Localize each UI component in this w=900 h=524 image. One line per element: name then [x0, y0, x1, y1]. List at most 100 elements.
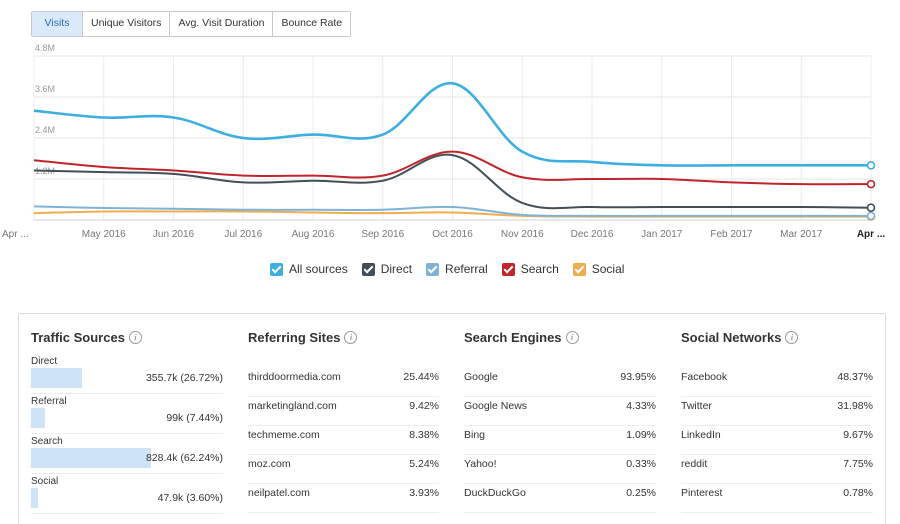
legend-label: Referral	[445, 262, 488, 276]
network-share: 9.67%	[843, 429, 873, 441]
tab-avg-visit-duration[interactable]: Avg. Visit Duration	[170, 12, 274, 36]
legend-social[interactable]: Social	[572, 262, 625, 276]
referring-sites-list: thirddoormedia.com 25.44% marketingland.c…	[248, 368, 439, 513]
legend-referral[interactable]: Referral	[426, 262, 488, 276]
traffic-source-label: Referral	[31, 396, 67, 407]
traffic-source-label: Social	[31, 476, 59, 487]
legend-search[interactable]: Search	[501, 262, 559, 276]
list-item[interactable]: Google 93.95%	[464, 368, 656, 397]
list-item[interactable]: Bing 1.09%	[464, 426, 656, 455]
traffic-source-item: Search 828.4k (62.24%)	[31, 434, 223, 474]
x-tick-label: Oct 2016	[432, 229, 473, 240]
legend-label: All sources	[289, 262, 348, 276]
series-endpoint	[866, 211, 876, 221]
legend-label: Search	[520, 262, 559, 276]
series-endpoint	[866, 161, 876, 170]
x-tick-label: Apr ...	[2, 229, 29, 240]
engine-name: Bing	[464, 429, 486, 441]
legend-direct[interactable]: Direct	[361, 262, 412, 276]
site-name: marketingland.com	[248, 400, 337, 412]
list-item[interactable]: Google News 4.33%	[464, 397, 656, 426]
tab-bounce-rate[interactable]: Bounce Rate	[273, 12, 351, 36]
search-engines-list: Google 93.95% Google News 4.33% Bing 1.09% …	[464, 368, 656, 513]
social-networks-list: Facebook 48.37% Twitter 31.98% LinkedIn 9.6…	[681, 368, 873, 513]
x-tick-label: Aug 2016	[292, 229, 335, 240]
list-item[interactable]: Twitter 31.98%	[681, 397, 873, 426]
list-item[interactable]: DuckDuckGo 0.25%	[464, 484, 656, 513]
traffic-sources-list: Direct 355.7k (26.72%) Referral 99k (7.4…	[31, 354, 223, 514]
list-item[interactable]: marketingland.com 9.42%	[248, 397, 439, 426]
list-item[interactable]: LinkedIn 9.67%	[681, 426, 873, 455]
x-tick-label: Dec 2016	[571, 229, 614, 240]
site-share: 25.44%	[403, 371, 439, 383]
engine-name: Yahoo!	[464, 458, 497, 470]
engine-name: Google News	[464, 400, 528, 412]
list-item[interactable]: Facebook 48.37%	[681, 368, 873, 397]
list-item[interactable]: moz.com 5.24%	[248, 455, 439, 484]
legend-label: Social	[591, 262, 625, 276]
list-item[interactable]: thirddoormedia.com 25.44%	[248, 368, 439, 397]
tab-unique-visitors[interactable]: Unique Visitors	[83, 12, 171, 36]
engine-share: 0.25%	[626, 487, 656, 499]
engine-share: 4.33%	[626, 400, 656, 412]
site-name: moz.com	[248, 458, 291, 470]
section-title-text: Social Networks	[681, 330, 782, 345]
tab-visits[interactable]: Visits	[32, 12, 83, 36]
info-icon[interactable]: i	[785, 331, 799, 344]
x-tick-label: Jan 2017	[641, 229, 683, 240]
x-tick-label: Jun 2016	[153, 229, 195, 240]
y-tick-label: 3.6M	[35, 84, 55, 94]
traffic-source-bar	[31, 368, 83, 388]
section-title-text: Traffic Sources	[31, 330, 125, 345]
traffic-sources-title: Traffic Sources i	[31, 330, 142, 345]
info-icon[interactable]: i	[565, 331, 579, 344]
x-tick-label: Mar 2017	[780, 229, 823, 240]
network-name: Pinterest	[681, 487, 723, 499]
engine-share: 1.09%	[626, 429, 656, 441]
info-icon[interactable]: i	[344, 331, 358, 344]
series-line-all-sources	[33, 82, 871, 167]
network-name: Twitter	[681, 400, 712, 412]
series-line-direct	[33, 153, 872, 210]
list-item[interactable]: Pinterest 0.78%	[681, 484, 873, 513]
engine-name: Google	[464, 371, 498, 383]
checkbox-icon	[572, 262, 586, 276]
list-item[interactable]: neilpatel.com 3.93%	[248, 484, 439, 513]
info-icon[interactable]: i	[128, 331, 142, 344]
checkbox-icon	[426, 262, 440, 276]
traffic-source-item: Direct 355.7k (26.72%)	[31, 354, 223, 394]
referring-sites-title: Referring Sites i	[248, 330, 358, 345]
traffic-source-value: 355.7k (26.72%)	[145, 372, 223, 384]
stats-panel: Traffic Sources i Direct 355.7k (26.72%)…	[18, 313, 886, 524]
traffic-source-item: Referral 99k (7.44%)	[31, 394, 223, 434]
series-endpoint	[866, 179, 876, 189]
y-tick-label: 2.4M	[35, 125, 55, 135]
metric-tabs: Visits Unique Visitors Avg. Visit Durati…	[31, 11, 352, 37]
x-tick-label: May 2016	[82, 229, 126, 240]
x-tick-label: Feb 2017	[710, 229, 753, 240]
checkbox-icon	[501, 262, 515, 276]
traffic-source-bar	[31, 408, 46, 428]
site-share: 3.93%	[409, 487, 439, 499]
network-share: 0.78%	[843, 487, 873, 499]
traffic-source-item: Social 47.9k (3.60%)	[31, 474, 223, 514]
x-tick-label: Apr ...	[857, 229, 886, 240]
traffic-source-bar	[31, 448, 151, 468]
traffic-source-value: 99k (7.44%)	[166, 412, 223, 424]
traffic-source-value: 828.4k (62.24%)	[145, 452, 223, 464]
legend-all-sources[interactable]: All sources	[270, 262, 348, 276]
site-name: thirddoormedia.com	[248, 371, 341, 383]
engine-share: 0.33%	[626, 458, 656, 470]
network-share: 48.37%	[837, 371, 873, 383]
site-name: techmeme.com	[248, 429, 320, 441]
list-item[interactable]: Yahoo! 0.33%	[464, 455, 656, 484]
search-engines-title: Search Engines i	[464, 330, 579, 345]
list-item[interactable]: reddit 7.75%	[681, 455, 873, 484]
site-share: 9.42%	[409, 400, 439, 412]
x-tick-label: Jul 2016	[224, 229, 262, 240]
network-name: reddit	[681, 458, 708, 470]
x-tick-label: Nov 2016	[501, 229, 544, 240]
list-item[interactable]: techmeme.com 8.38%	[248, 426, 439, 455]
series-endpoint	[866, 203, 876, 212]
